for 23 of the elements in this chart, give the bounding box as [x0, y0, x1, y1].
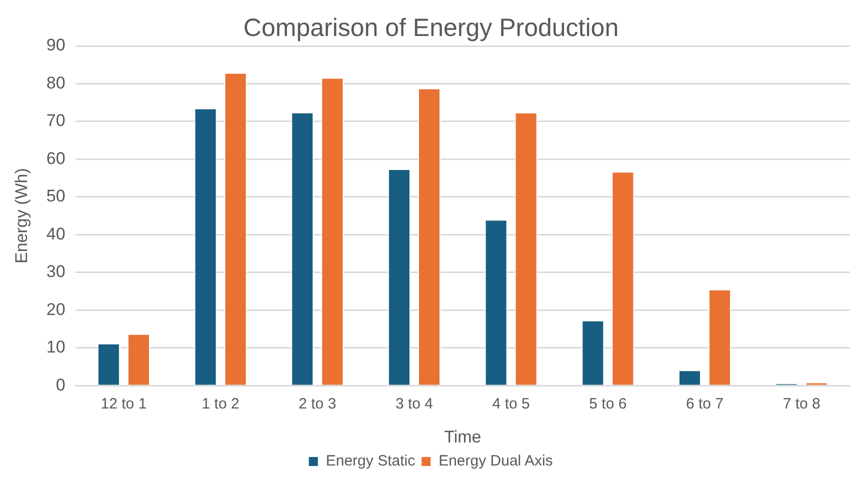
x-tick-label: 1 to 2: [202, 396, 240, 413]
x-axis-title: Time: [444, 427, 482, 446]
x-tick-label: 6 to 7: [686, 396, 724, 413]
y-tick-label: 30: [46, 262, 66, 282]
x-tick-label: 3 to 4: [395, 396, 433, 413]
y-tick-label: 60: [46, 148, 66, 168]
x-tick-label: 7 to 8: [782, 396, 820, 413]
legend-label: Energy Dual Axis: [438, 452, 553, 470]
y-tick-label: 40: [46, 224, 66, 244]
y-tick-label: 0: [56, 375, 66, 394]
y-tick-label: 20: [46, 300, 66, 319]
x-tick-label: 12 to 1: [100, 396, 147, 413]
y-tick-label: 70: [46, 111, 66, 130]
y-tick-label: 80: [46, 73, 66, 92]
x-tick-label: 4 to 5: [492, 396, 530, 413]
x-tick-label: 2 to 3: [298, 396, 336, 413]
y-tick-label: 10: [46, 338, 66, 357]
y-tick-label: 50: [46, 186, 66, 206]
y-tick-label: 90: [46, 36, 66, 55]
chart-title: Comparison of Energy Production: [243, 14, 619, 42]
x-tick-label: 5 to 6: [589, 396, 627, 413]
legend-label: Energy Static: [326, 452, 416, 470]
y-axis-title: Energy (Wh): [12, 168, 31, 264]
